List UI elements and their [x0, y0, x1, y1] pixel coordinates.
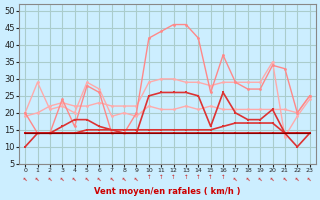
Text: →: → [282, 174, 288, 181]
Text: →: → [121, 174, 127, 181]
Text: ↑: ↑ [147, 175, 151, 180]
Text: →: → [306, 174, 313, 181]
Text: ↑: ↑ [184, 175, 188, 180]
Text: →: → [34, 174, 41, 181]
Text: ↑: ↑ [159, 175, 164, 180]
Text: →: → [232, 174, 239, 181]
Text: →: → [46, 174, 53, 181]
X-axis label: Vent moyen/en rafales ( km/h ): Vent moyen/en rafales ( km/h ) [94, 187, 241, 196]
Text: →: → [71, 174, 78, 181]
Text: →: → [257, 174, 264, 181]
Text: →: → [269, 174, 276, 181]
Text: ↑: ↑ [196, 175, 201, 180]
Text: ↑: ↑ [208, 175, 213, 180]
Text: ↑: ↑ [221, 175, 225, 180]
Text: →: → [294, 174, 301, 181]
Text: →: → [244, 174, 251, 181]
Text: →: → [96, 174, 103, 181]
Text: ↑: ↑ [171, 175, 176, 180]
Text: →: → [22, 174, 28, 181]
Text: →: → [59, 174, 66, 181]
Text: →: → [133, 174, 140, 181]
Text: →: → [108, 174, 115, 181]
Text: →: → [84, 174, 90, 181]
